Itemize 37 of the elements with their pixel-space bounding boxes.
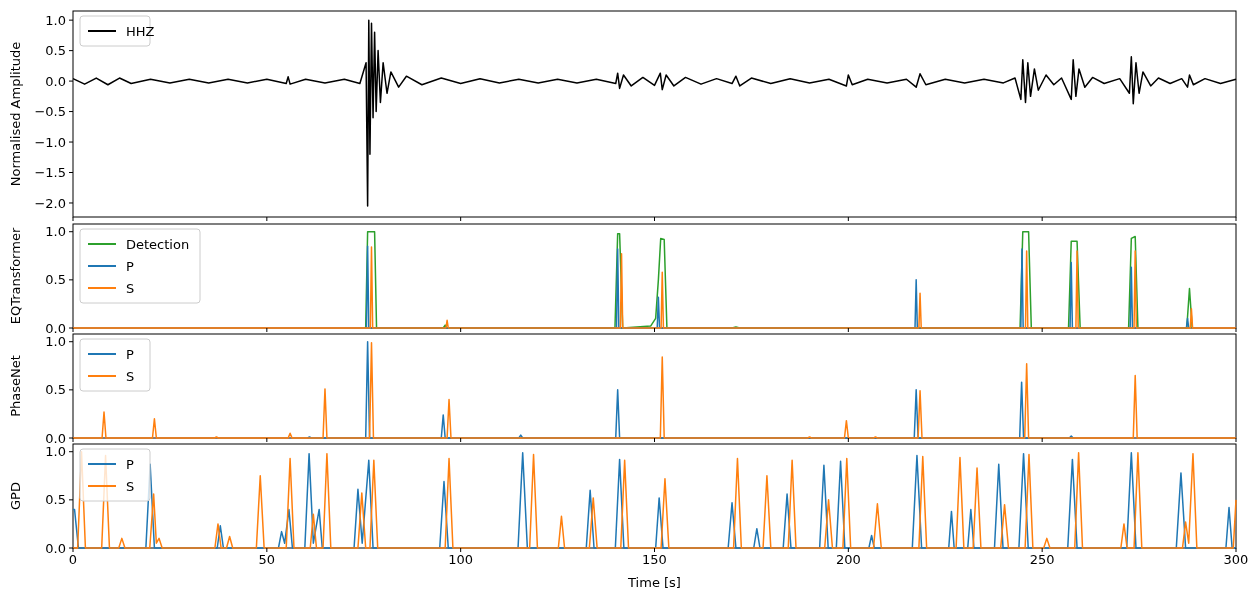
y-tick-label: 0.0 [45, 320, 66, 336]
y-tick-label: 0.5 [45, 382, 66, 398]
x-tick-label: 50 [258, 552, 276, 567]
y-tick-label: 1.0 [45, 12, 66, 28]
x-tick-label: 200 [835, 552, 861, 567]
y-tick-label: 0.0 [45, 540, 66, 556]
x-tick-label: 0 [68, 552, 78, 567]
y-axis-title: Normalised Amplitude [8, 41, 23, 187]
legend-label: Detection [126, 236, 190, 252]
legend-label: S [126, 368, 135, 384]
y-tick-label: −2.0 [34, 195, 66, 211]
y-axis-title: PhaseNet [8, 355, 23, 417]
x-tick-label: 100 [448, 552, 474, 567]
legend-label: P [126, 258, 134, 274]
y-tick-label: −0.5 [34, 104, 66, 120]
y-tick-label: 0.5 [45, 43, 66, 59]
x-tick-label: 150 [642, 552, 667, 567]
y-tick-label: 0.0 [45, 73, 66, 89]
y-tick-label: −1.5 [34, 165, 66, 181]
legend-label: S [126, 280, 135, 296]
legend-label: HHZ [126, 23, 155, 39]
y-axis-title: EQTransformer [8, 227, 23, 325]
line-series [72, 341, 1237, 439]
y-tick-label: 1.0 [45, 224, 66, 240]
x-axis-title: Time [s] [627, 575, 681, 590]
legend-label: P [126, 346, 134, 362]
legend-label: S [126, 478, 135, 494]
y-tick-label: −1.0 [34, 134, 66, 150]
y-tick-label: 0.5 [45, 272, 66, 288]
y-tick-label: 0.5 [45, 492, 66, 508]
y-axis-title: GPD [8, 482, 23, 510]
y-tick-label: 0.0 [45, 430, 66, 446]
legend-label: P [126, 456, 134, 472]
y-tick-label: 1.0 [45, 444, 66, 460]
x-tick-label: 250 [1029, 552, 1055, 567]
y-tick-label: 1.0 [45, 334, 66, 350]
x-tick-label: 300 [1223, 552, 1249, 567]
